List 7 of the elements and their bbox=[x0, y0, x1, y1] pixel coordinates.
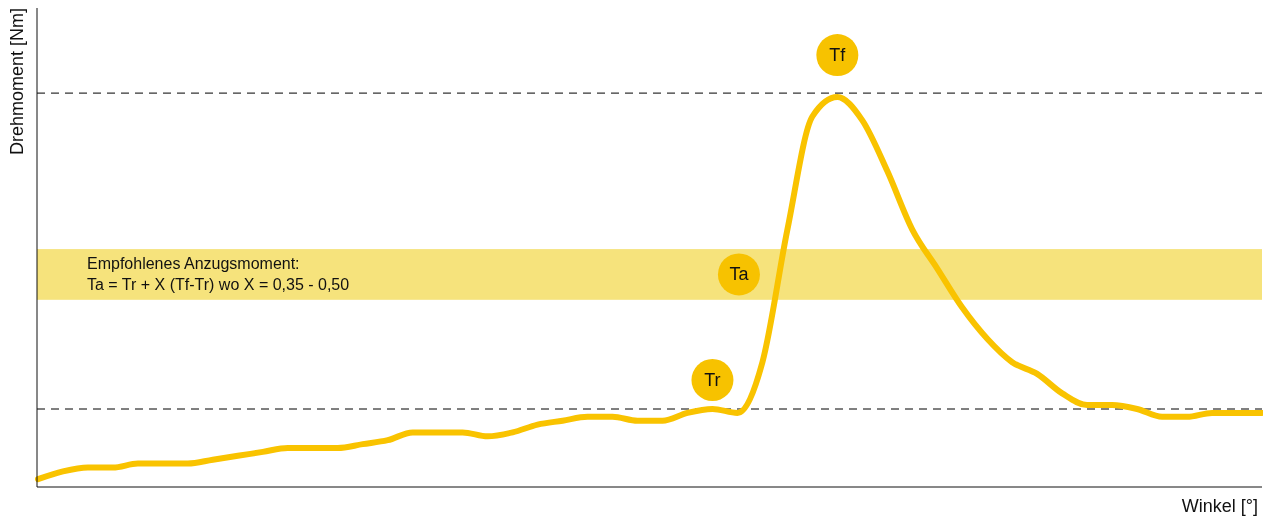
band-label: Ta bbox=[729, 264, 750, 285]
ref-line-label: Tf bbox=[829, 45, 847, 66]
x-axis-title: Winkel [°] bbox=[1181, 496, 1258, 516]
annotation: Ta = Tr + X (Tf-Tr) wo X = 0,35 - 0,50 bbox=[87, 276, 350, 294]
annotation: Empfohlenes Anzugsmoment: bbox=[87, 255, 300, 273]
y-axis-title: Drehmoment [Nm] bbox=[7, 8, 27, 156]
ref-line-label: Tr bbox=[704, 370, 721, 390]
